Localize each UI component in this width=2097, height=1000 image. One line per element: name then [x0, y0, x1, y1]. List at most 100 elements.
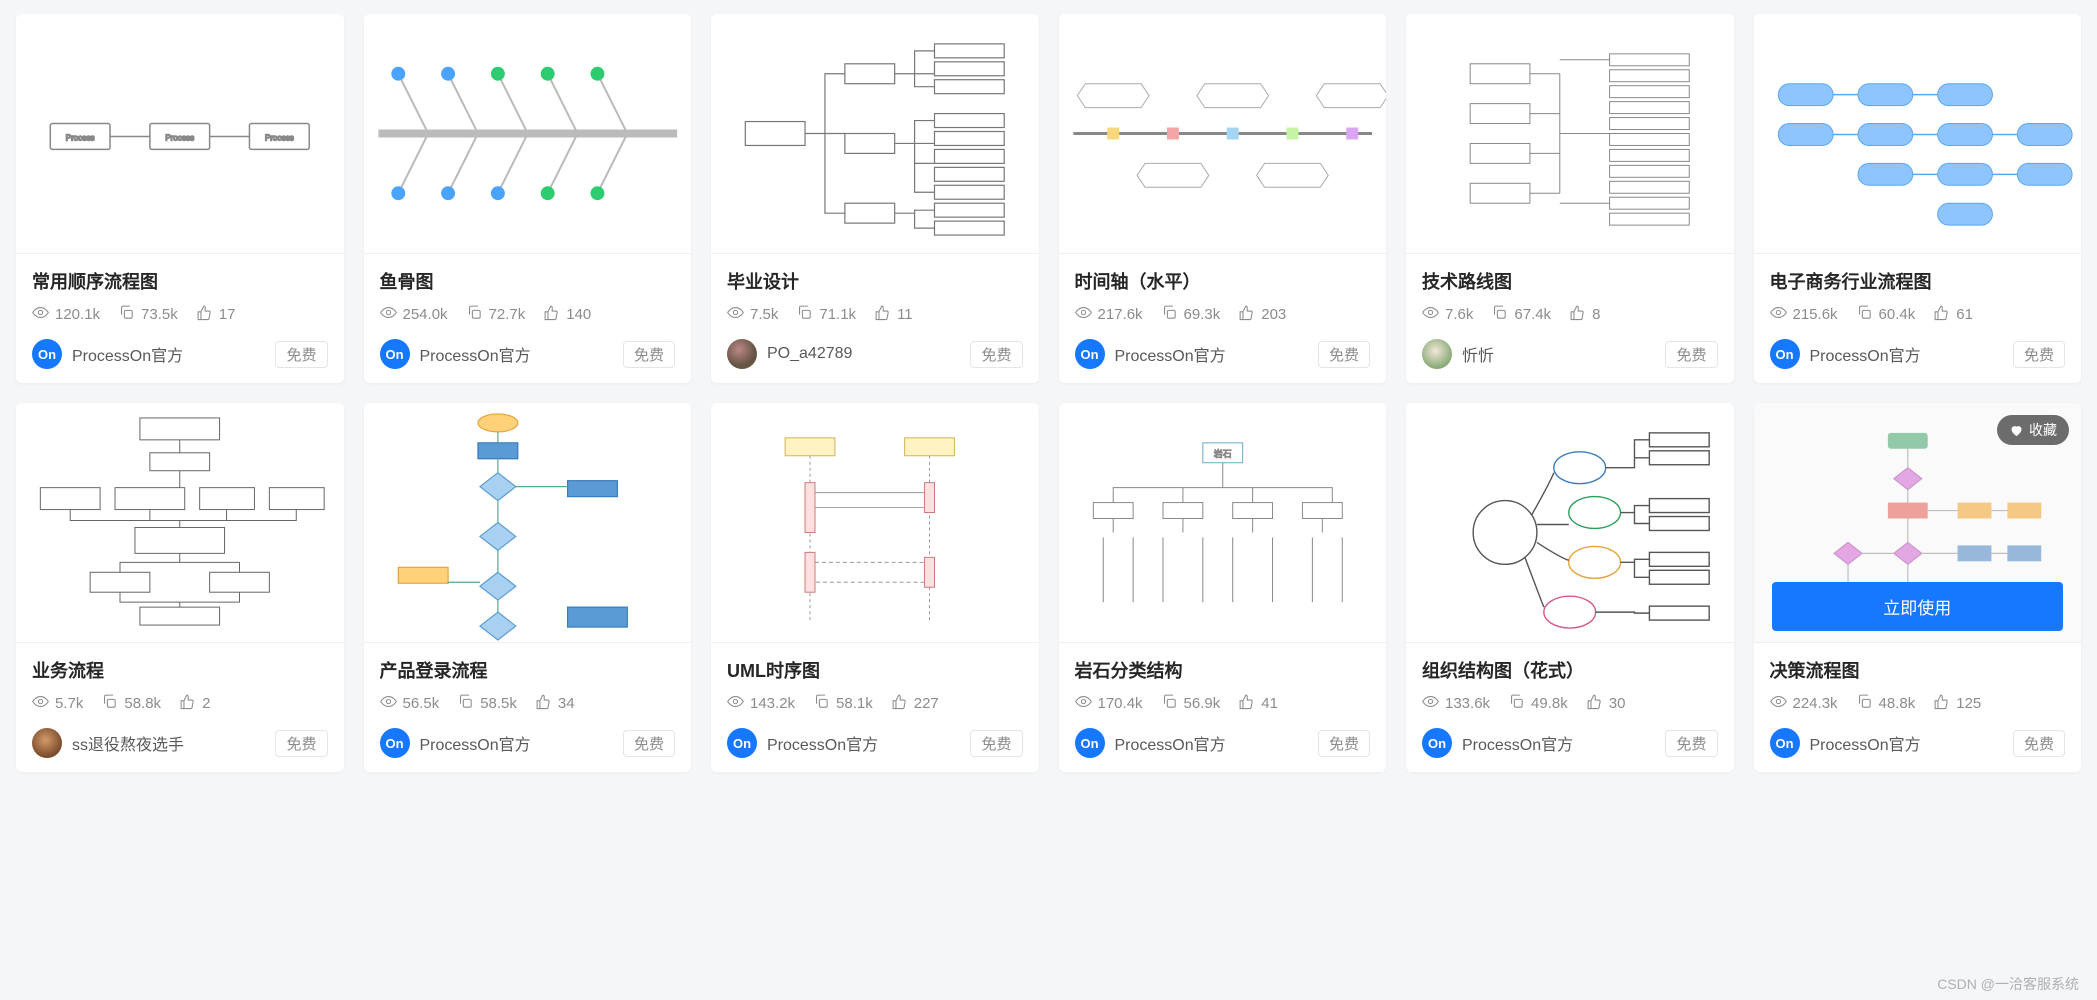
- template-card[interactable]: 鱼骨图 254.0k 72.7k 140 On ProcessOn官方 免费: [364, 14, 692, 383]
- like-icon: [1586, 693, 1603, 714]
- price-badge: 免费: [275, 730, 327, 757]
- like-icon: [874, 304, 891, 325]
- svg-text:岩石: 岩石: [1213, 448, 1231, 459]
- copy-icon: [1856, 304, 1873, 325]
- author-name: ProcessOn官方: [72, 342, 183, 366]
- card-author[interactable]: On ProcessOn官方: [380, 728, 531, 758]
- card-stats: 7.6k 67.4k 8: [1422, 304, 1718, 325]
- card-author[interactable]: On ProcessOn官方: [32, 339, 183, 369]
- card-thumbnail[interactable]: [1754, 14, 2082, 254]
- likes-stat: 227: [891, 693, 939, 714]
- card-stats: 217.6k 69.3k 203: [1075, 304, 1371, 325]
- card-stats: 56.5k 58.5k 34: [380, 693, 676, 714]
- like-icon: [1933, 693, 1950, 714]
- card-stats: 120.1k 73.5k 17: [32, 304, 328, 325]
- card-author[interactable]: On ProcessOn官方: [1770, 728, 1921, 758]
- copies-stat: 73.5k: [118, 304, 178, 325]
- card-thumbnail[interactable]: [364, 403, 692, 643]
- template-card[interactable]: 业务流程 5.7k 58.8k 2 ss退役熬夜选手 免费: [16, 403, 344, 772]
- copies-stat: 49.8k: [1508, 693, 1568, 714]
- price-badge: 免费: [2013, 341, 2065, 368]
- template-card[interactable]: 电子商务行业流程图 215.6k 60.4k 61 On ProcessOn官方…: [1754, 14, 2082, 383]
- card-title: 常用顺序流程图: [32, 268, 328, 294]
- card-title: 组织结构图（花式）: [1422, 657, 1718, 683]
- copies-stat: 60.4k: [1856, 304, 1916, 325]
- card-author[interactable]: PO_a42789: [727, 339, 852, 369]
- copies-stat: 56.9k: [1161, 693, 1221, 714]
- favorite-button[interactable]: 收藏: [1997, 415, 2069, 445]
- template-card[interactable]: 收藏 立即使用 决策流程图 224.3k 48.8k 125 On Proces…: [1754, 403, 2082, 772]
- avatar: On: [1770, 339, 1800, 369]
- like-icon: [1569, 304, 1586, 325]
- use-now-button[interactable]: 立即使用: [1772, 582, 2064, 631]
- author-name: ProcessOn官方: [1462, 731, 1573, 755]
- eye-icon: [1075, 304, 1092, 325]
- like-icon: [891, 693, 908, 714]
- likes-stat: 203: [1238, 304, 1286, 325]
- card-thumbnail[interactable]: 岩石: [1059, 403, 1387, 643]
- card-author[interactable]: On ProcessOn官方: [380, 339, 531, 369]
- copies-stat: 48.8k: [1856, 693, 1916, 714]
- card-thumbnail[interactable]: [16, 403, 344, 643]
- likes-stat: 61: [1933, 304, 1973, 325]
- template-card[interactable]: UML时序图 143.2k 58.1k 227 On ProcessOn官方 免…: [711, 403, 1039, 772]
- card-thumbnail[interactable]: [1059, 14, 1387, 254]
- author-name: ProcessOn官方: [767, 731, 878, 755]
- card-thumbnail[interactable]: [1406, 14, 1734, 254]
- author-name: ss退役熬夜选手: [72, 731, 184, 755]
- card-author[interactable]: On ProcessOn官方: [727, 728, 878, 758]
- avatar: [1422, 339, 1452, 369]
- price-badge: 免费: [1665, 730, 1717, 757]
- template-card[interactable]: 毕业设计 7.5k 71.1k 11 PO_a42789 免费: [711, 14, 1039, 383]
- template-card[interactable]: 技术路线图 7.6k 67.4k 8 忻忻 免费: [1406, 14, 1734, 383]
- card-author[interactable]: On ProcessOn官方: [1770, 339, 1921, 369]
- like-icon: [179, 693, 196, 714]
- avatar: On: [1075, 339, 1105, 369]
- card-stats: 170.4k 56.9k 41: [1075, 693, 1371, 714]
- svg-text:Process: Process: [265, 133, 294, 142]
- card-thumbnail[interactable]: 收藏 立即使用: [1754, 403, 2082, 643]
- likes-stat: 8: [1569, 304, 1600, 325]
- eye-icon: [1422, 693, 1439, 714]
- likes-stat: 11: [874, 304, 913, 325]
- template-card[interactable]: 产品登录流程 56.5k 58.5k 34 On ProcessOn官方 免费: [364, 403, 692, 772]
- price-badge: 免费: [623, 730, 675, 757]
- template-card[interactable]: 时间轴（水平） 217.6k 69.3k 203 On ProcessOn官方 …: [1059, 14, 1387, 383]
- views-stat: 133.6k: [1422, 693, 1490, 714]
- card-thumbnail[interactable]: [1406, 403, 1734, 643]
- likes-stat: 140: [543, 304, 591, 325]
- avatar: On: [1075, 728, 1105, 758]
- like-icon: [1238, 304, 1255, 325]
- price-badge: 免费: [1318, 341, 1370, 368]
- card-thumbnail[interactable]: [711, 403, 1039, 643]
- price-badge: 免费: [1318, 730, 1370, 757]
- copy-icon: [1856, 693, 1873, 714]
- avatar: On: [1770, 728, 1800, 758]
- card-title: 技术路线图: [1422, 268, 1718, 294]
- copy-icon: [1161, 304, 1178, 325]
- card-author[interactable]: ss退役熬夜选手: [32, 728, 184, 758]
- eye-icon: [1075, 693, 1092, 714]
- views-stat: 217.6k: [1075, 304, 1143, 325]
- price-badge: 免费: [970, 341, 1022, 368]
- copy-icon: [1508, 693, 1525, 714]
- author-name: 忻忻: [1462, 342, 1494, 366]
- card-author[interactable]: On ProcessOn官方: [1422, 728, 1573, 758]
- views-stat: 56.5k: [380, 693, 440, 714]
- copies-stat: 58.1k: [813, 693, 873, 714]
- card-thumbnail[interactable]: Process Process Process: [16, 14, 344, 254]
- card-author[interactable]: On ProcessOn官方: [1075, 339, 1226, 369]
- card-author[interactable]: 忻忻: [1422, 339, 1494, 369]
- card-author[interactable]: On ProcessOn官方: [1075, 728, 1226, 758]
- like-icon: [543, 304, 560, 325]
- template-card[interactable]: 岩石 岩石分类结构 170.4k 56.9k 41 On ProcessOn官方…: [1059, 403, 1387, 772]
- price-badge: 免费: [1665, 341, 1717, 368]
- template-card[interactable]: 组织结构图（花式） 133.6k 49.8k 30 On ProcessOn官方…: [1406, 403, 1734, 772]
- card-thumbnail[interactable]: [364, 14, 692, 254]
- eye-icon: [380, 304, 397, 325]
- template-card[interactable]: Process Process Process 常用顺序流程图 120.1k 7…: [16, 14, 344, 383]
- card-thumbnail[interactable]: [711, 14, 1039, 254]
- copies-stat: 67.4k: [1491, 304, 1551, 325]
- eye-icon: [32, 304, 49, 325]
- eye-icon: [727, 693, 744, 714]
